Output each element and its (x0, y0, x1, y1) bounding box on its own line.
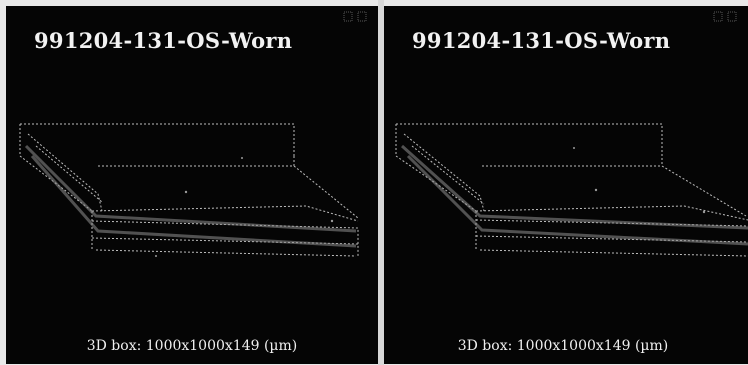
corner-mark-icon (343, 11, 367, 22)
right-panel-caption: 3D box: 1000x1000x149 (µm) (457, 338, 669, 354)
corner-mark-icon (713, 11, 737, 22)
right-panel-title: 991204-131-OS-Worn (412, 28, 671, 53)
right-panel: 991204-131-OS-Worn 3D box: 1000x1000x149… (384, 6, 748, 364)
panel-divider (378, 0, 384, 365)
left-3d-box-rendering (19, 123, 359, 257)
left-panel-title: 991204-131-OS-Worn (34, 28, 293, 53)
left-panel: 991204-131-OS-Worn 3D box: 1000x1000x149… (6, 6, 378, 364)
right-3d-box-rendering (395, 123, 748, 257)
left-panel-caption: 3D box: 1000x1000x149 (µm) (86, 338, 298, 354)
